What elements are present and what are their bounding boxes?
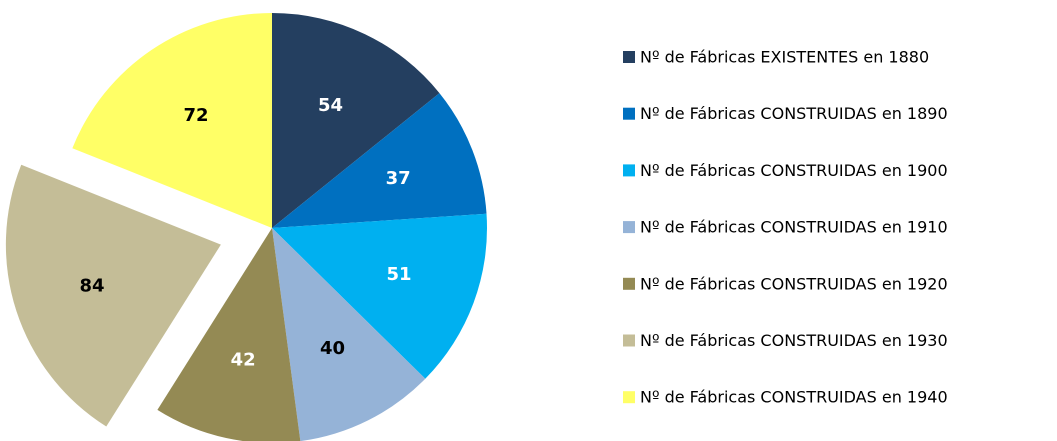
data-label: 42: [231, 349, 256, 370]
legend-swatch: [623, 334, 635, 347]
pie-slice: [5, 164, 221, 427]
legend-label: Nº de Fábricas EXISTENTES en 1880: [640, 48, 929, 67]
data-label: 72: [184, 105, 209, 126]
legend-label: Nº de Fábricas CONSTRUIDAS en 1920: [640, 274, 948, 293]
data-label: 40: [320, 338, 345, 359]
legend-swatch: [623, 107, 635, 120]
pie-slice: [272, 228, 426, 441]
pie-slice: [272, 213, 487, 379]
data-label: 51: [386, 264, 411, 285]
pie-slice: [72, 13, 273, 228]
data-label: 54: [318, 95, 343, 116]
data-label: 37: [386, 168, 411, 189]
data-label: 84: [80, 275, 105, 296]
legend-swatch: [623, 277, 635, 290]
legend-label: Nº de Fábricas CONSTRUIDAS en 1930: [640, 331, 948, 350]
legend-swatch: [623, 164, 635, 177]
legend-label: Nº de Fábricas CONSTRUIDAS en 1910: [640, 218, 948, 237]
pie-slice: [157, 228, 301, 441]
pie-slice: [272, 93, 487, 229]
legend-label: Nº de Fábricas CONSTRUIDAS en 1900: [640, 161, 948, 180]
pie-slice: [272, 13, 440, 228]
legend-label: Nº de Fábricas CONSTRUIDAS en 1890: [640, 104, 948, 123]
legend-swatch: [623, 391, 635, 404]
legend-label: Nº de Fábricas CONSTRUIDAS en 1940: [640, 388, 948, 407]
legend-swatch: [623, 51, 635, 63]
legend-swatch: [623, 221, 635, 234]
